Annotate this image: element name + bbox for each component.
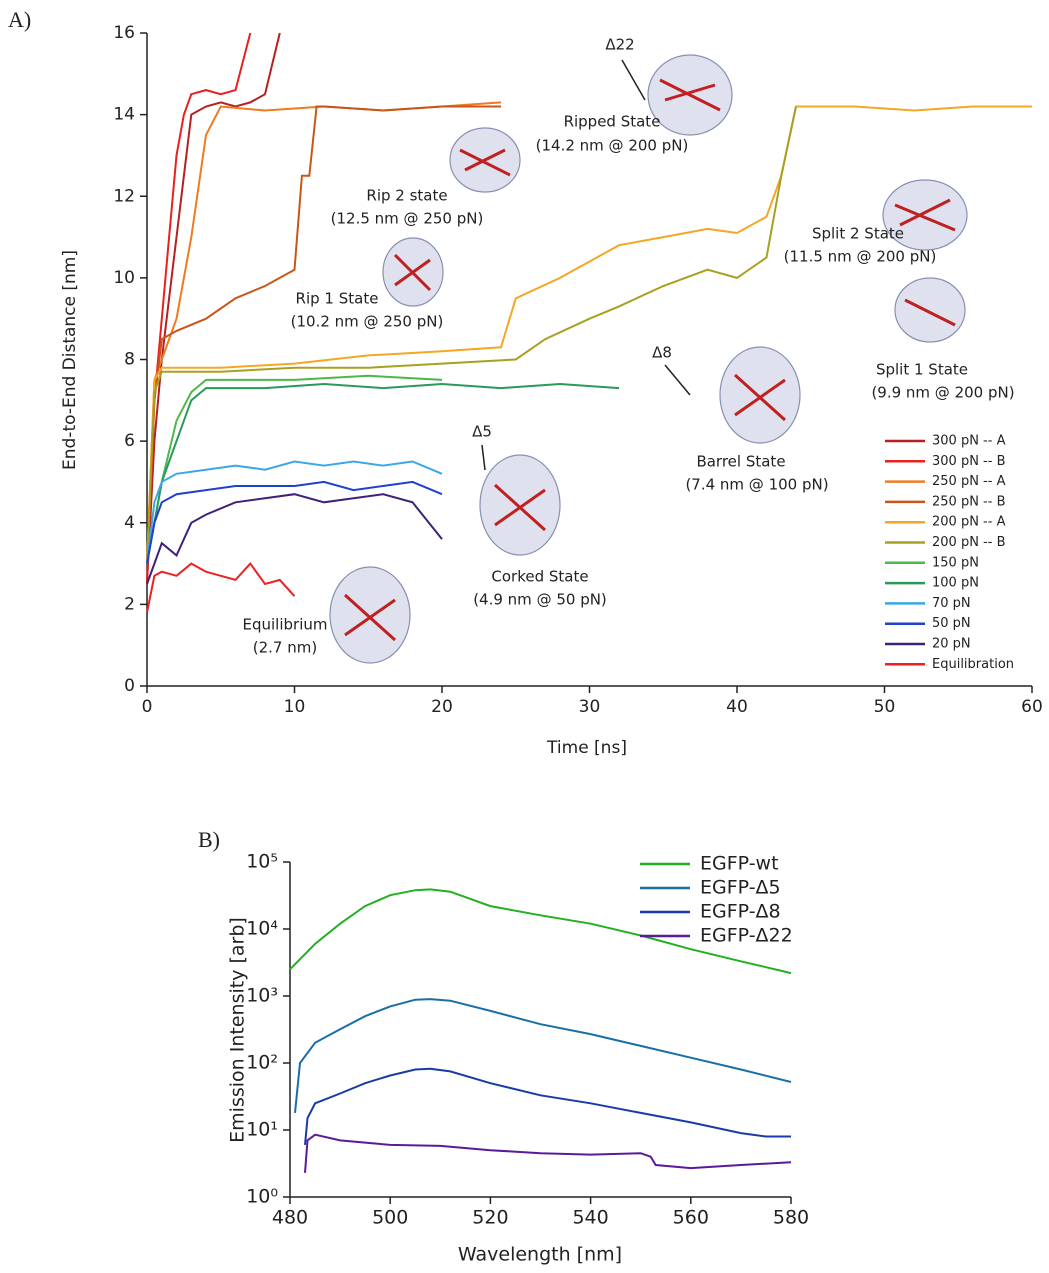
legend-label: 250 pN -- A xyxy=(932,474,1006,489)
panel-label: B) xyxy=(198,827,220,852)
y-tick-label: 10 xyxy=(113,268,135,288)
legend-label: 20 pN xyxy=(932,637,971,652)
panel-label: A) xyxy=(8,7,31,32)
series-line xyxy=(146,32,281,585)
legend-label: 70 pN xyxy=(932,596,971,611)
series-line xyxy=(289,888,792,975)
annotation: Corked State xyxy=(491,568,588,586)
series-line xyxy=(146,106,797,564)
annotation: Split 2 State xyxy=(812,225,904,243)
annotation: Rip 2 state xyxy=(366,187,447,205)
annotation: (7.4 nm @ 100 pN) xyxy=(685,476,828,494)
annotation: (10.2 nm @ 250 pN) xyxy=(291,313,444,331)
y-tick-label: 2 xyxy=(124,594,135,614)
y-axis-title: Emission Intensity [arb] xyxy=(227,917,249,1143)
x-tick-label: 40 xyxy=(726,697,748,717)
series-line xyxy=(146,32,252,585)
x-tick-label: 50 xyxy=(874,697,896,717)
annotation: Δ22 xyxy=(605,36,634,54)
series-line xyxy=(146,562,296,613)
y-tick-label: 6 xyxy=(124,431,135,451)
annotation: Barrel State xyxy=(696,453,785,471)
annotation: Ripped State xyxy=(564,113,661,131)
y-tick-label: 14 xyxy=(113,105,135,125)
y-tick-label: 0 xyxy=(124,676,135,696)
legend-label: EGFP-wt xyxy=(700,853,779,875)
x-tick-label: 10 xyxy=(284,697,306,717)
series-line xyxy=(146,382,620,564)
y-tick-label: 10² xyxy=(246,1052,278,1074)
annotation: Equilibrium xyxy=(243,616,328,634)
y-tick-label: 16 xyxy=(113,23,135,43)
y-tick-label: 10⁵ xyxy=(246,851,278,873)
axes xyxy=(146,33,1032,687)
annotation: (9.9 nm @ 200 pN) xyxy=(871,384,1014,402)
annotation: (12.5 nm @ 250 pN) xyxy=(331,210,484,228)
x-tick-label: 540 xyxy=(572,1207,608,1229)
legend-label: 250 pN -- B xyxy=(932,494,1006,509)
series-line xyxy=(146,374,443,564)
annotation: Δ5 xyxy=(472,423,492,441)
legend-label: EGFP-Δ22 xyxy=(700,925,793,947)
y-tick-label: 8 xyxy=(124,350,135,370)
y-tick-label: 10¹ xyxy=(246,1119,278,1141)
x-tick-label: 0 xyxy=(142,697,153,717)
legend-label: 200 pN -- B xyxy=(932,535,1006,550)
y-tick-label: 10⁴ xyxy=(246,918,278,940)
series-line xyxy=(146,460,443,564)
legend-label: EGFP-Δ5 xyxy=(700,877,781,899)
series-line xyxy=(146,480,443,564)
legend-label: Equilibration xyxy=(932,657,1014,672)
x-tick-label: 480 xyxy=(272,1207,308,1229)
y-tick-label: 10⁰ xyxy=(246,1186,278,1208)
y-axis-title: End-to-End Distance [nm] xyxy=(60,250,80,470)
annotation: Δ8 xyxy=(652,344,672,362)
x-tick-label: 580 xyxy=(773,1207,809,1229)
legend-label: 50 pN xyxy=(932,616,971,631)
x-tick-label: 30 xyxy=(579,697,601,717)
protein-illustrations xyxy=(329,54,968,664)
legend-label: 100 pN xyxy=(932,576,979,591)
x-tick-label: 60 xyxy=(1021,697,1043,717)
annotation: Split 1 State xyxy=(876,361,968,379)
annotation: Rip 1 State xyxy=(296,290,379,308)
annotation: (11.5 nm @ 200 pN) xyxy=(784,248,937,266)
x-axis-title: Wavelength [nm] xyxy=(458,1244,622,1266)
series-line xyxy=(146,105,501,564)
x-axis-title: Time [ns] xyxy=(546,738,627,758)
y-tick-label: 10³ xyxy=(246,985,278,1007)
annotation: (4.9 nm @ 50 pN) xyxy=(473,591,607,609)
x-tick-label: 520 xyxy=(472,1207,508,1229)
y-tick-label: 4 xyxy=(124,513,135,533)
annotation: (2.7 nm) xyxy=(253,639,317,657)
series-line xyxy=(146,493,443,585)
series-line xyxy=(304,1133,792,1173)
legend-label: 200 pN -- A xyxy=(932,515,1006,530)
series-line xyxy=(146,105,1032,564)
legend-label: 300 pN -- B xyxy=(932,454,1006,469)
annotation: (14.2 nm @ 200 pN) xyxy=(536,137,689,155)
x-tick-label: 500 xyxy=(372,1207,408,1229)
y-tick-label: 12 xyxy=(113,186,135,206)
legend-label: 300 pN -- A xyxy=(932,434,1006,449)
x-tick-label: 20 xyxy=(431,697,453,717)
x-tick-label: 560 xyxy=(673,1207,709,1229)
legend-label: EGFP-Δ8 xyxy=(700,901,781,923)
series-line xyxy=(294,998,792,1113)
legend-label: 150 pN xyxy=(932,555,979,570)
series-line xyxy=(304,1067,791,1145)
series-line xyxy=(146,101,502,564)
